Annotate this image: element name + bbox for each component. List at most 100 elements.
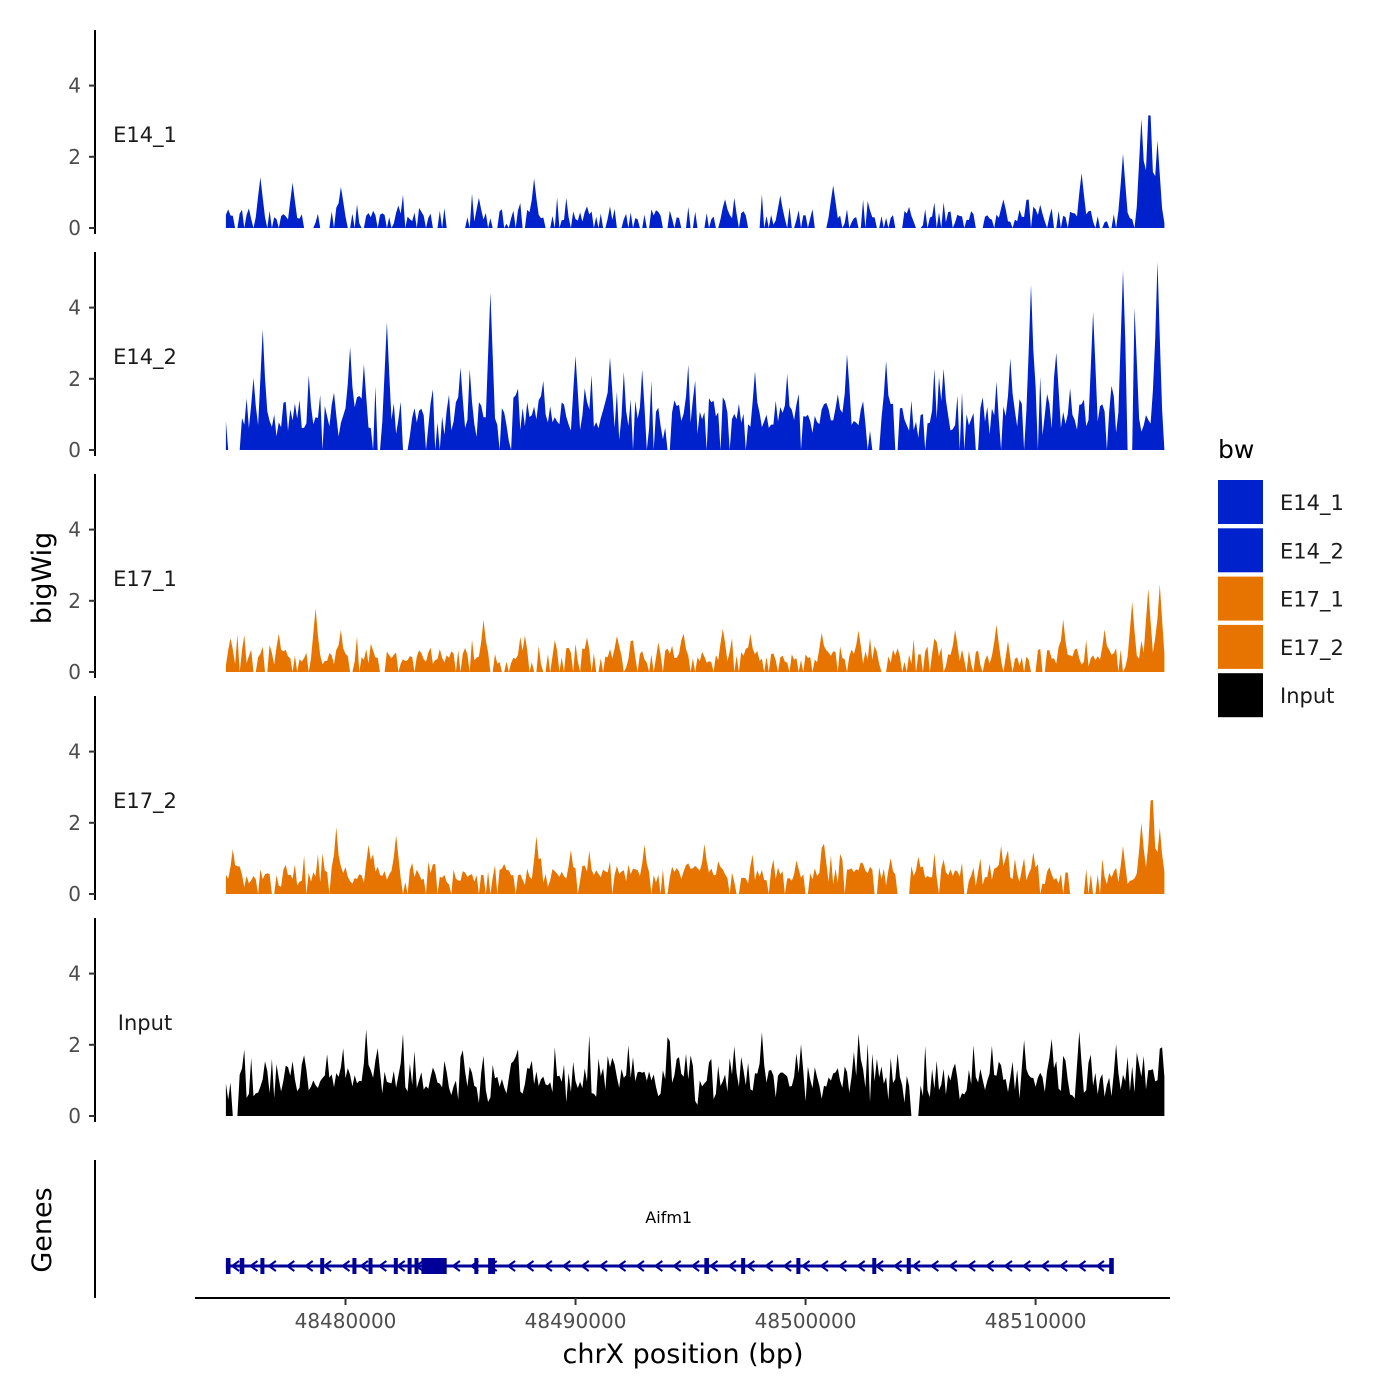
strand-arrow (856, 1260, 866, 1272)
strand-arrow (543, 1260, 553, 1272)
gene-exon (320, 1258, 325, 1274)
strand-arrow (230, 1260, 240, 1272)
strand-arrow (1058, 1260, 1068, 1272)
gene-exon (421, 1258, 447, 1274)
strand-arrow (911, 1260, 921, 1272)
gene-exon (704, 1258, 709, 1274)
genes-panel: Aifm1 (94, 1160, 1114, 1298)
gene-exon (352, 1258, 357, 1274)
gene-exon (239, 1258, 245, 1274)
strand-arrow (267, 1260, 277, 1272)
strand-arrow (1076, 1260, 1087, 1272)
y-tick-label: 0 (68, 882, 81, 906)
strand-arrow (635, 1260, 645, 1272)
strand-arrow (1040, 1260, 1050, 1272)
gene-exon (414, 1258, 419, 1274)
track-E17_1: 0 2 4 E17_1 (68, 474, 1165, 684)
strand-arrow (561, 1260, 571, 1272)
y-tick-label: 4 (68, 740, 81, 764)
strand-arrow (690, 1260, 700, 1272)
legend-swatch-Input (1218, 673, 1263, 718)
legend-swatch-E14_2 (1218, 528, 1263, 573)
strand-arrow (340, 1260, 351, 1272)
legend-swatch-E14_1 (1218, 480, 1263, 524)
strand-arrow (506, 1260, 516, 1272)
legend-title: bw (1218, 435, 1254, 464)
legend-label-E17_2: E17_2 (1280, 636, 1344, 661)
strand-arrow (929, 1260, 939, 1272)
strand-arrow (966, 1260, 976, 1272)
strand-arrow (984, 1260, 995, 1272)
y-tick-label: 4 (68, 962, 81, 986)
x-axis-title: chrX position (bp) (562, 1339, 803, 1370)
x-tick-label: 48510000 (985, 1309, 1087, 1333)
gene-exon (872, 1258, 877, 1274)
track-E14_1: 0 2 4 E14_1 (68, 30, 1165, 240)
strand-arrow (708, 1260, 719, 1272)
signal-area-E17_1 (225, 584, 1165, 672)
strand-arrow (598, 1260, 608, 1272)
y-axis-title: bigWig (27, 532, 58, 625)
strand-arrow (653, 1260, 663, 1272)
strand-arrow (819, 1260, 829, 1272)
signal-area-E14_1 (225, 115, 1165, 228)
legend-swatch-E17_1 (1218, 576, 1263, 621)
track-label: E14_1 (113, 123, 177, 148)
legend-label-E14_2: E14_2 (1280, 539, 1344, 564)
track-Input: 0 2 4 Input (68, 918, 1165, 1128)
bigwig-tracks: 0 2 4 E14_1 0 2 4 E14_2 0 2 4 E17_1 0 2 4 E17_2 0 2 4 Input (68, 30, 1165, 1128)
y-tick-label: 0 (68, 216, 81, 240)
strand-arrow (837, 1260, 847, 1272)
legend: bw E14_1 E14_2 E17_1 E17_2 Input (1218, 435, 1344, 718)
gene-exon (741, 1258, 746, 1274)
strand-arrow (727, 1260, 737, 1272)
track-label: E17_2 (113, 789, 177, 814)
strand-arrow (764, 1260, 774, 1272)
gene-exon (225, 1258, 231, 1274)
strand-arrow (580, 1260, 590, 1272)
strand-arrow (1021, 1260, 1031, 1272)
strand-arrow (524, 1260, 535, 1272)
x-tick-label: 48480000 (295, 1309, 397, 1333)
y-tick-label: 4 (68, 74, 81, 98)
track-label: E14_2 (113, 345, 177, 370)
strand-arrow (892, 1260, 903, 1272)
y-tick-label: 2 (68, 1033, 81, 1057)
signal-area-E14_2 (225, 261, 1165, 450)
strand-arrow (359, 1260, 369, 1272)
track-E17_2: 0 2 4 E17_2 (68, 696, 1165, 906)
strand-arrow (800, 1260, 811, 1272)
gene-exon (407, 1258, 412, 1274)
gene-exon (796, 1258, 801, 1274)
signal-area-Input (225, 1029, 1165, 1116)
strand-arrow (248, 1260, 259, 1272)
y-tick-label: 0 (68, 660, 81, 684)
strand-arrow (672, 1260, 682, 1272)
y-tick-label: 0 (68, 1104, 81, 1128)
y-tick-label: 2 (68, 811, 81, 835)
strand-arrow (303, 1260, 314, 1272)
gene-exon (906, 1258, 911, 1274)
gene-exon (368, 1258, 373, 1274)
legend-label-Input: Input (1280, 684, 1334, 708)
genes-panel-label: Genes (27, 1187, 58, 1272)
y-tick-label: 2 (68, 367, 81, 391)
y-tick-label: 4 (68, 518, 81, 542)
strand-arrow (451, 1260, 461, 1272)
y-tick-label: 2 (68, 589, 81, 613)
strand-arrow (616, 1260, 627, 1272)
track-E14_2: 0 2 4 E14_2 (68, 252, 1165, 462)
strand-arrow (285, 1260, 295, 1272)
gene-exon (1109, 1258, 1114, 1274)
y-tick-label: 0 (68, 438, 81, 462)
strand-arrow (1095, 1260, 1105, 1272)
legend-swatch-E17_2 (1218, 624, 1263, 669)
legend-label-E14_1: E14_1 (1280, 491, 1344, 516)
strand-arrow (1003, 1260, 1013, 1272)
gene-exon (474, 1258, 479, 1274)
y-tick-label: 2 (68, 145, 81, 169)
strand-arrow (948, 1260, 958, 1272)
gene-name-label: Aifm1 (645, 1208, 692, 1227)
track-label: Input (118, 1011, 172, 1035)
